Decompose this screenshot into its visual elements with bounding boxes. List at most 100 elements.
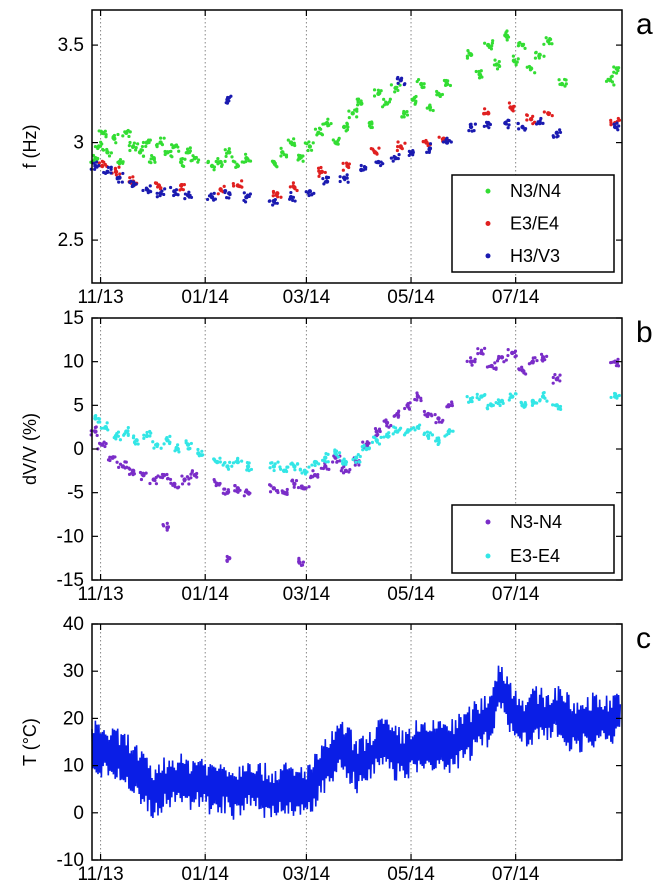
data-point	[243, 152, 248, 156]
data-point	[269, 484, 273, 488]
data-point	[395, 77, 399, 81]
data-point	[297, 558, 301, 562]
data-point	[98, 420, 102, 424]
data-point	[610, 80, 615, 84]
data-point	[154, 475, 158, 480]
data-point	[97, 163, 101, 168]
data-point	[179, 157, 183, 161]
data-point	[273, 197, 277, 202]
data-point	[507, 118, 511, 123]
data-point	[212, 165, 217, 169]
data-point	[612, 83, 616, 87]
data-point	[613, 392, 618, 396]
data-point	[420, 85, 425, 90]
data-point	[507, 123, 511, 127]
data-point	[310, 193, 314, 197]
data-point	[545, 354, 549, 358]
data-point	[483, 41, 487, 45]
data-point	[336, 455, 340, 459]
data-point	[392, 155, 396, 159]
data-point	[612, 70, 616, 74]
data-point	[127, 134, 131, 139]
data-point	[373, 427, 378, 431]
data-point	[106, 165, 110, 169]
data-point	[191, 154, 195, 158]
data-point	[129, 179, 133, 183]
data-point	[389, 423, 393, 428]
data-point	[341, 161, 345, 165]
x-tick-label: 01/14	[181, 864, 229, 885]
data-point	[483, 107, 487, 111]
data-point	[205, 197, 210, 202]
data-point	[419, 398, 423, 403]
data-point	[493, 58, 497, 62]
data-point	[170, 143, 174, 147]
data-point	[139, 477, 144, 482]
data-point	[403, 141, 407, 145]
data-point	[345, 173, 349, 177]
panel-a-y-ticks: 2.5 3 3.5	[58, 35, 622, 251]
data-point	[144, 471, 148, 475]
data-point	[188, 446, 192, 451]
panel-a-legend-label: H3/V3	[510, 246, 560, 266]
data-point	[279, 146, 283, 150]
panel-b-legend-entry-1: E3-E4	[485, 546, 560, 566]
data-point	[276, 460, 280, 464]
data-point	[194, 155, 198, 160]
data-point	[403, 82, 407, 86]
series-H3/V3	[89, 75, 621, 207]
panel-b-letter: b	[636, 316, 653, 349]
data-point	[116, 132, 120, 137]
data-point	[451, 429, 455, 433]
data-point	[562, 77, 567, 82]
data-point	[338, 179, 342, 184]
data-point	[228, 460, 232, 464]
data-point	[165, 521, 169, 525]
data-point	[301, 563, 305, 567]
data-point	[168, 440, 172, 444]
data-point	[160, 476, 165, 480]
data-point	[405, 404, 410, 409]
data-point	[615, 121, 619, 125]
panel-b-y-axis-label: dV/V (%)	[20, 413, 40, 485]
panel-b-legend-label: N3-N4	[510, 512, 562, 532]
data-point	[189, 441, 193, 446]
data-point	[474, 69, 478, 74]
data-point	[495, 67, 500, 71]
data-point	[97, 129, 101, 133]
data-point	[290, 461, 294, 465]
y-tick-label: 2.5	[58, 230, 84, 251]
data-point	[273, 462, 277, 466]
data-point	[212, 168, 216, 172]
data-point	[558, 373, 562, 377]
data-point	[393, 90, 397, 94]
panel-b-legend-marker	[485, 553, 491, 559]
data-point	[298, 468, 302, 472]
data-point	[242, 191, 246, 195]
data-point	[152, 158, 156, 162]
panel-a-legend-entry-2: H3/V3	[485, 246, 560, 266]
data-point	[247, 194, 251, 199]
data-point	[168, 434, 172, 438]
data-point	[182, 183, 186, 187]
data-point	[162, 136, 166, 140]
x-tick-label: 11/13	[78, 287, 124, 308]
data-point	[525, 65, 529, 69]
panel-c-y-axis-label: T (°C)	[20, 718, 40, 766]
data-point	[542, 54, 546, 58]
data-point	[212, 198, 216, 202]
data-point	[377, 91, 381, 95]
data-point	[131, 175, 135, 179]
data-point	[101, 131, 106, 136]
panel-a-frequency: 2.5 3 3.5 11/13 01/14 03/14 05/14 07/14 f (Hz)…	[20, 8, 653, 308]
data-point	[288, 197, 292, 201]
data-point	[224, 101, 228, 105]
data-point	[525, 113, 529, 117]
data-point	[342, 465, 346, 469]
data-point	[222, 184, 226, 188]
data-point	[316, 473, 320, 477]
data-point	[274, 193, 278, 197]
data-point	[612, 65, 616, 69]
data-point	[216, 160, 220, 164]
data-point	[424, 138, 428, 143]
